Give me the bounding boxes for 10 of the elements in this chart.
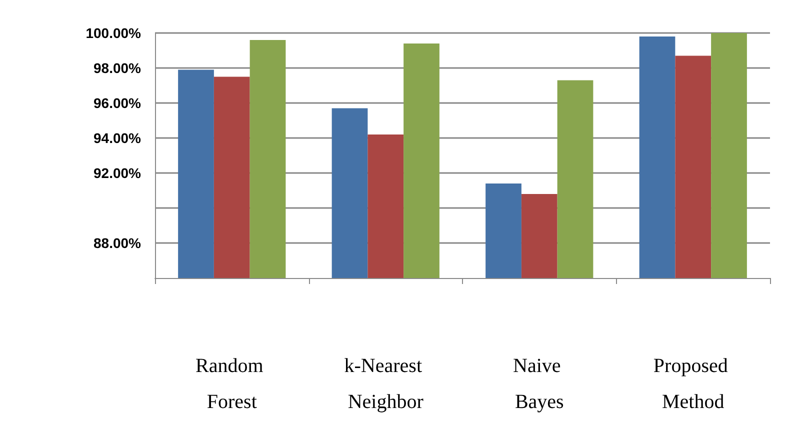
x-tick-label: Naive Bayes (512, 355, 566, 413)
x-tick-label: k-Nearest Neighbor (344, 355, 427, 413)
x-tick-label: Proposed Method (653, 355, 733, 413)
y-tick-label: 100.00% (86, 25, 142, 41)
y-tick-label: 92.00% (94, 165, 142, 181)
y-tick-label: 96.00% (94, 95, 142, 111)
y-tick-label: 98.00% (94, 60, 142, 76)
y-tick-label: 88.00% (94, 235, 142, 251)
y-tick-label: 94.00% (94, 130, 142, 146)
x-tick-label: Random Forest (195, 355, 268, 413)
